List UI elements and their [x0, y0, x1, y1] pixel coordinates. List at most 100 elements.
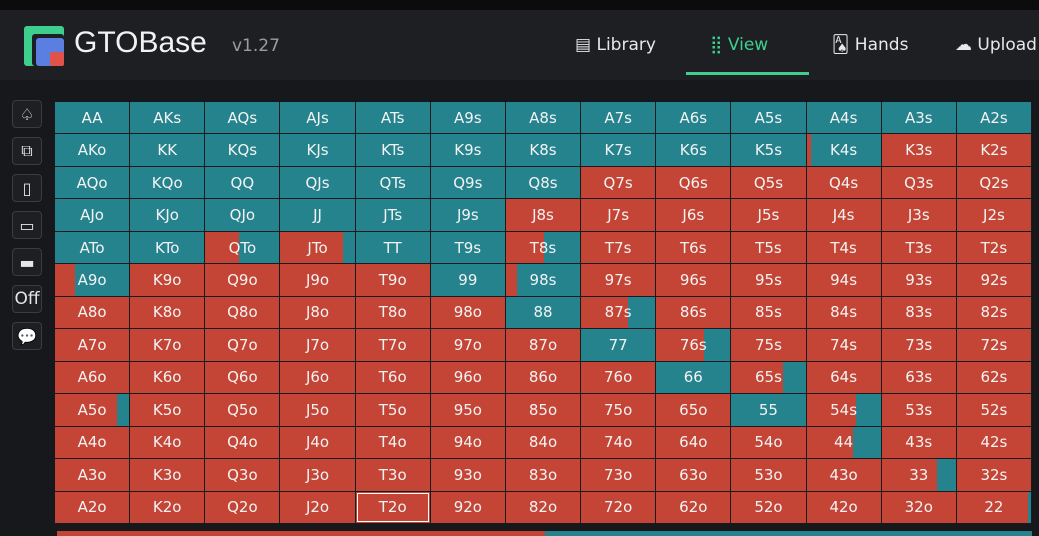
hand-cell[interactable]: 94s: [806, 264, 881, 296]
hand-cell[interactable]: T5s: [731, 231, 806, 264]
hand-cell[interactable]: J9o: [280, 264, 355, 296]
hand-cell[interactable]: 85s: [731, 296, 806, 329]
hand-cell[interactable]: KQs: [205, 134, 280, 166]
hand-cell[interactable]: 84o: [505, 426, 581, 459]
hand-cell[interactable]: 88: [505, 296, 581, 329]
hand-cell[interactable]: 74o: [581, 426, 656, 459]
hand-cell[interactable]: A3s: [881, 102, 956, 134]
hand-cell[interactable]: T3o: [355, 459, 430, 491]
hand-cell[interactable]: KJo: [130, 199, 205, 231]
hand-cell[interactable]: Q2s: [956, 166, 1031, 199]
hand-cell[interactable]: 95s: [731, 264, 806, 296]
hand-cell[interactable]: 93s: [881, 264, 956, 296]
hand-cell[interactable]: A5o: [55, 394, 130, 426]
nav-library[interactable]: ▤ Library: [575, 35, 656, 55]
hand-cell[interactable]: 74s: [806, 329, 881, 361]
hand-cell[interactable]: J6s: [656, 199, 731, 231]
hand-cell[interactable]: 55: [731, 394, 806, 426]
hand-cell[interactable]: 42o: [806, 491, 881, 523]
hand-cell[interactable]: 77: [581, 329, 656, 361]
hand-cell[interactable]: T5o: [355, 394, 430, 426]
hand-cell[interactable]: T8o: [355, 296, 430, 329]
nav-hands[interactable]: 🂡 Hands: [832, 35, 909, 55]
hand-cell[interactable]: QJs: [280, 166, 355, 199]
hand-cell[interactable]: Q9o: [205, 264, 280, 296]
hand-cell[interactable]: T9o: [355, 264, 430, 296]
hand-cell[interactable]: Q5o: [205, 394, 280, 426]
hand-cell[interactable]: J5s: [731, 199, 806, 231]
hand-cell[interactable]: K4o: [130, 426, 205, 459]
hand-cell[interactable]: J5o: [280, 394, 355, 426]
hand-cell[interactable]: J7s: [581, 199, 656, 231]
nav-upload[interactable]: ☁ Upload: [955, 35, 1037, 55]
hand-cell[interactable]: 83o: [505, 459, 581, 491]
hand-cell[interactable]: 73s: [881, 329, 956, 361]
hand-cell[interactable]: 92s: [956, 264, 1031, 296]
hand-cell[interactable]: K8o: [130, 296, 205, 329]
hand-cell[interactable]: A8s: [505, 102, 581, 134]
hand-cell[interactable]: Q8s: [505, 166, 581, 199]
hand-cell[interactable]: 64s: [806, 361, 881, 394]
hand-cell[interactable]: 97s: [581, 264, 656, 296]
hand-cell[interactable]: K6o: [130, 361, 205, 394]
hand-cell[interactable]: 83s: [881, 296, 956, 329]
suit-button[interactable]: ♤: [12, 100, 42, 128]
hand-cell[interactable]: 94o: [430, 426, 505, 459]
hand-cell[interactable]: A6s: [656, 102, 731, 134]
hand-cell[interactable]: 52s: [956, 394, 1031, 426]
hand-cell[interactable]: Q7o: [205, 329, 280, 361]
hand-cell[interactable]: T4o: [355, 426, 430, 459]
off-button[interactable]: Off: [12, 285, 42, 313]
hand-cell[interactable]: AQs: [205, 102, 280, 134]
hand-cell[interactable]: A2o: [55, 491, 130, 523]
hand-cell[interactable]: ATs: [355, 102, 430, 134]
hand-cell[interactable]: K9s: [430, 134, 505, 166]
hand-cell[interactable]: QTo: [205, 231, 280, 264]
hand-cell[interactable]: 62s: [956, 361, 1031, 394]
hand-cell[interactable]: 44: [806, 426, 881, 459]
hand-cell[interactable]: 65s: [731, 361, 806, 394]
hand-cell[interactable]: KK: [130, 134, 205, 166]
hand-cell[interactable]: Q6s: [656, 166, 731, 199]
hand-cell[interactable]: 63s: [881, 361, 956, 394]
hand-cell[interactable]: Q3s: [881, 166, 956, 199]
hand-cell[interactable]: A9o: [55, 264, 130, 296]
hand-cell[interactable]: 96s: [656, 264, 731, 296]
hand-cell[interactable]: 93o: [430, 459, 505, 491]
hand-cell[interactable]: J2o: [280, 491, 355, 523]
hand-cell[interactable]: 95o: [430, 394, 505, 426]
hand-cell[interactable]: A4s: [806, 102, 881, 134]
hand-cell[interactable]: J4o: [280, 426, 355, 459]
hand-cell[interactable]: K9o: [130, 264, 205, 296]
hand-cell[interactable]: T2o: [355, 491, 430, 523]
hand-cell[interactable]: 72o: [581, 491, 656, 523]
hand-cell[interactable]: 52o: [731, 491, 806, 523]
hand-cell[interactable]: 43s: [881, 426, 956, 459]
hand-cell[interactable]: Q2o: [205, 491, 280, 523]
hand-cell[interactable]: 87o: [505, 329, 581, 361]
hand-cell[interactable]: 54s: [806, 394, 881, 426]
hand-cell[interactable]: Q6o: [205, 361, 280, 394]
hand-cell[interactable]: JTo: [280, 231, 355, 264]
hand-cell[interactable]: 62o: [656, 491, 731, 523]
hand-cell[interactable]: 53o: [731, 459, 806, 491]
hand-cell[interactable]: QJo: [205, 199, 280, 231]
hand-cell[interactable]: K3o: [130, 459, 205, 491]
hand-cell[interactable]: A2s: [956, 102, 1031, 134]
hand-cell[interactable]: 72s: [956, 329, 1031, 361]
hand-cell[interactable]: KJs: [280, 134, 355, 166]
hand-cell[interactable]: 32o: [881, 491, 956, 523]
hand-cell[interactable]: J9s: [430, 199, 505, 231]
hand-cell[interactable]: 42s: [956, 426, 1031, 459]
hand-cell[interactable]: KTo: [130, 231, 205, 264]
hand-cell[interactable]: J6o: [280, 361, 355, 394]
hand-cell[interactable]: 98o: [430, 296, 505, 329]
hand-cell[interactable]: A5s: [731, 102, 806, 134]
hand-cell[interactable]: T7o: [355, 329, 430, 361]
hand-cell[interactable]: KTs: [355, 134, 430, 166]
hand-cell[interactable]: 97o: [430, 329, 505, 361]
hand-cell[interactable]: T9s: [430, 231, 505, 264]
hand-cell[interactable]: QQ: [205, 166, 280, 199]
hand-cell[interactable]: 85o: [505, 394, 581, 426]
hand-cell[interactable]: 64o: [656, 426, 731, 459]
